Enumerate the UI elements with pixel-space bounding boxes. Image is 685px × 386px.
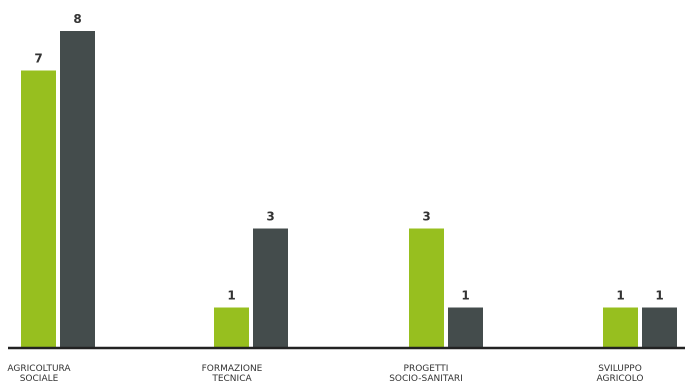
value-label-series1-cat1: 7 — [34, 52, 42, 66]
value-label-series2-cat3: 1 — [461, 289, 469, 303]
bar-series1-cat3 — [409, 228, 444, 347]
bars-layer — [21, 31, 677, 347]
category-label-4-line2: AGRICOLO — [596, 374, 643, 384]
value-label-series2-cat2: 3 — [266, 210, 274, 224]
category-label-4-line1: SVILUPPO — [598, 364, 642, 374]
category-label-3-line2: SOCIO-SANITARI — [389, 374, 463, 384]
bar-series2-cat2 — [253, 228, 288, 347]
value-label-series2-cat1: 8 — [73, 12, 81, 26]
category-label-3-line1: PROGETTI — [404, 364, 449, 374]
bar-series1-cat1 — [21, 70, 56, 347]
bar-series1-cat2 — [214, 307, 249, 347]
bar-series2-cat3 — [448, 307, 483, 347]
bar-series1-cat4 — [603, 307, 638, 347]
bar-series2-cat4 — [642, 307, 677, 347]
category-label-1-line2: SOCIALE — [20, 374, 59, 384]
category-label-2-line1: FORMAZIONE — [202, 364, 263, 374]
value-label-series1-cat3: 3 — [422, 210, 430, 224]
value-label-series1-cat4: 1 — [616, 289, 624, 303]
category-label-2-line2: TECNICA — [211, 374, 252, 384]
value-label-series2-cat4: 1 — [655, 289, 663, 303]
value-labels-layer: 7 8 1 3 3 1 1 1 — [34, 12, 663, 303]
category-label-1-line1: AGRICOLTURA — [7, 364, 71, 374]
bar-series2-cat1 — [60, 31, 95, 347]
value-label-series1-cat2: 1 — [227, 289, 235, 303]
